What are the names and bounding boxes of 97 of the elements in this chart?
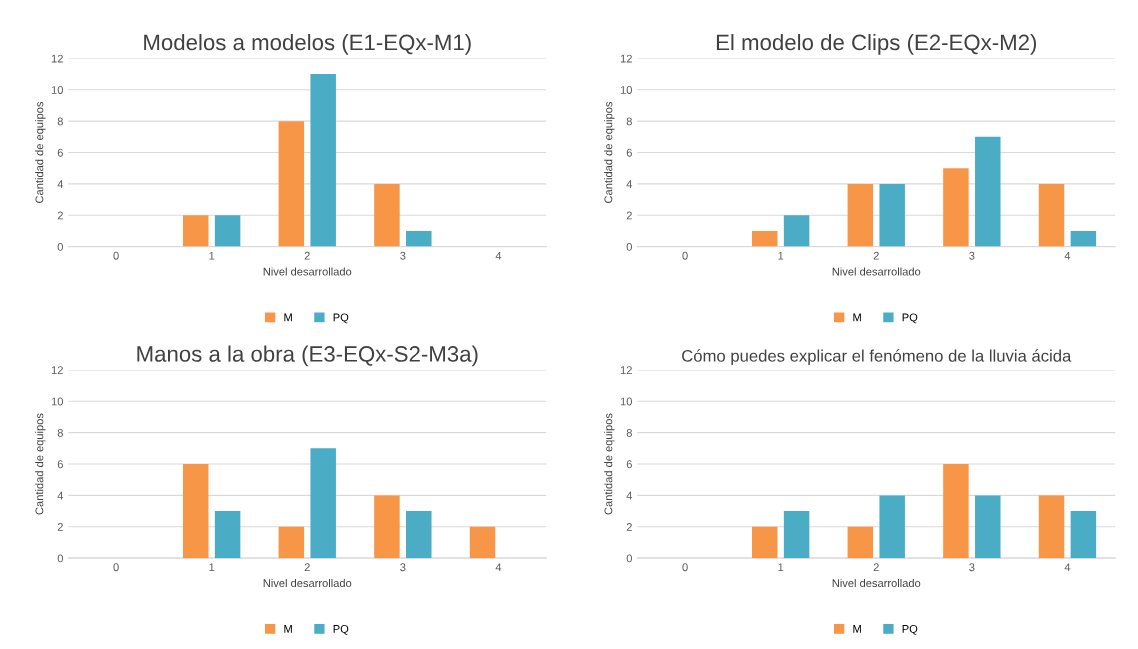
x-tick-label: 3: [969, 563, 975, 572]
x-tick-label: 0: [113, 563, 119, 572]
legend-label: M: [284, 625, 292, 633]
x-tick-label: 2: [304, 251, 310, 260]
legend-label: PQ: [333, 624, 349, 635]
x-tick-label: 3: [400, 563, 406, 572]
legend-label: M: [853, 625, 861, 633]
bar: [182, 464, 209, 559]
x-tick-label: 2: [304, 563, 310, 572]
chart-title: El modelo de Clips (E2-EQx-M2): [716, 33, 1037, 55]
bar: [374, 495, 400, 559]
bar: [783, 511, 810, 559]
y-tick-label: 10: [51, 397, 63, 406]
x-tick-label: 3: [400, 251, 406, 260]
bar: [975, 136, 1001, 247]
y-tick-label: 8: [57, 117, 63, 126]
bar: [182, 215, 209, 247]
y-tick-label: 10: [620, 86, 632, 94]
legend-label: PQ: [333, 313, 349, 324]
bar: [1038, 495, 1065, 559]
y-tick-label: 8: [626, 117, 632, 126]
x-tick-label: 4: [1064, 251, 1071, 260]
y-tick-label: 12: [620, 366, 632, 374]
x-tick-label: 0: [682, 251, 688, 260]
bar: [1070, 230, 1097, 247]
x-tick-label: 1: [209, 251, 215, 260]
y-axis-title: Cantidad de equipos: [604, 413, 615, 515]
y-tick-label: 2: [57, 211, 63, 220]
bar: [214, 215, 241, 247]
bar: [1070, 511, 1097, 559]
y-tick-label: 10: [51, 86, 63, 94]
y-tick-label: 0: [57, 242, 63, 251]
bar: [879, 183, 905, 247]
y-tick-label: 8: [626, 428, 632, 437]
x-tick-label: 4: [495, 563, 502, 572]
x-axis-title: Nivel desarrollado: [832, 578, 921, 588]
legend-label: M: [284, 313, 292, 322]
x-tick-label: 3: [969, 251, 975, 260]
y-tick-label: 6: [626, 460, 632, 469]
x-tick-label: 2: [873, 563, 879, 572]
bar: [943, 464, 969, 559]
bar: [469, 526, 496, 559]
legend-label: PQ: [902, 313, 918, 324]
bar: [783, 215, 810, 247]
bar: [406, 511, 432, 559]
bar: [847, 526, 874, 559]
x-tick-label: 1: [209, 563, 215, 572]
x-axis-title: Nivel desarrollado: [832, 267, 921, 276]
y-tick-label: 4: [626, 180, 633, 188]
bar: [310, 448, 336, 559]
x-axis-title: Nivel desarrollado: [263, 267, 352, 276]
y-tick-label: 2: [57, 523, 63, 531]
bar: [1038, 183, 1065, 247]
bar: [751, 526, 778, 559]
x-tick-label: 0: [113, 251, 119, 260]
bar: [975, 495, 1001, 559]
y-tick-label: 0: [57, 554, 63, 563]
y-tick-label: 12: [51, 54, 63, 63]
y-tick-label: 0: [626, 554, 632, 563]
x-tick-label: 4: [1064, 563, 1071, 572]
bar: [278, 526, 305, 559]
x-tick-label: 4: [495, 251, 502, 260]
y-axis-title: Cantidad de equipos: [604, 101, 615, 203]
x-tick-label: 1: [778, 563, 784, 572]
x-axis-title: Nivel desarrollado: [263, 578, 352, 588]
legend-label: M: [853, 313, 861, 322]
chart-title: Manos a la obra (E3-EQx-S2-M3a): [137, 345, 478, 367]
legend-label: PQ: [902, 624, 918, 635]
y-tick-label: 8: [57, 428, 63, 437]
y-tick-label: 4: [57, 180, 64, 188]
bar: [310, 74, 336, 247]
chart-title: Modelos a modelos (E1-EQx-M1): [144, 33, 471, 55]
bar: [374, 183, 400, 247]
y-tick-label: 10: [620, 397, 632, 406]
y-tick-label: 2: [626, 523, 632, 531]
chart-title: Cómo puedes explicar el fenómeno de la lluvia ácida: [682, 349, 1072, 366]
y-tick-label: 2: [626, 211, 632, 220]
y-tick-label: 12: [620, 54, 632, 63]
y-tick-label: 0: [626, 242, 632, 251]
bar: [943, 168, 969, 247]
x-tick-label: 1: [778, 251, 784, 260]
y-tick-label: 4: [57, 491, 64, 500]
y-tick-label: 6: [57, 148, 63, 157]
y-tick-label: 4: [626, 491, 633, 500]
y-tick-label: 6: [626, 148, 632, 157]
bar: [847, 183, 874, 247]
y-tick-label: 12: [51, 366, 63, 374]
y-axis-title: Cantidad de equipos: [35, 101, 46, 203]
x-tick-label: 0: [682, 563, 688, 572]
bar: [751, 230, 778, 247]
y-tick-label: 6: [57, 460, 63, 469]
x-tick-label: 2: [873, 251, 879, 260]
bar: [406, 230, 432, 247]
bar: [278, 121, 305, 247]
bar: [214, 511, 241, 559]
y-axis-title: Cantidad de equipos: [35, 413, 46, 515]
bar: [879, 495, 905, 559]
